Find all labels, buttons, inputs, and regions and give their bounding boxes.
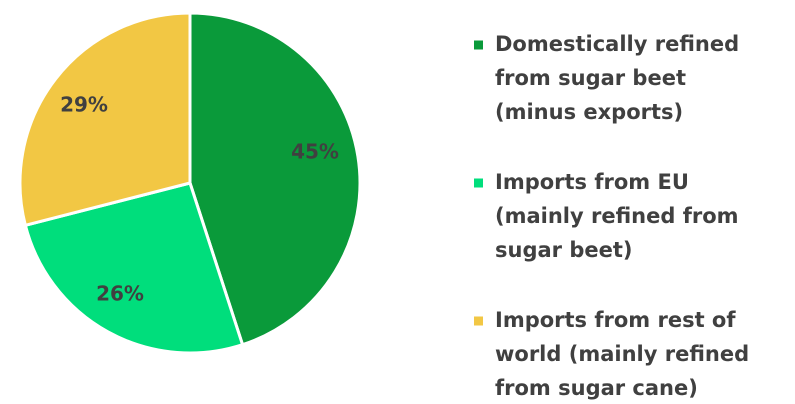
data-label-domestic: 45% [291, 140, 339, 164]
legend-label-line: sugar beet) [495, 238, 632, 262]
legend-item-eu-imports: Imports from EU (mainly refined from sugar… [474, 170, 739, 262]
legend: Domestically refined from sugar beet (minu… [474, 32, 749, 400]
legend-marker-domestic [474, 40, 483, 50]
pie-data-labels: 45% 26% 29% [60, 93, 339, 306]
legend-label-line: (mainly refined from [495, 204, 739, 228]
legend-marker-eu-imports [474, 178, 483, 188]
pie-slice-row-imports [18, 11, 192, 228]
legend-item-row-imports: Imports from rest of world (mainly refine… [474, 308, 749, 400]
legend-marker-row-imports [474, 316, 483, 326]
data-label-row-imports: 29% [60, 93, 108, 117]
legend-label-line: Domestically refined [495, 32, 739, 56]
legend-item-domestic: Domestically refined from sugar beet (minu… [474, 32, 739, 124]
legend-label-line: world (mainly refined [495, 342, 749, 366]
legend-label-line: (minus exports) [495, 100, 683, 124]
legend-label-line: from sugar beet [495, 66, 686, 90]
pie-slice-eu-imports [23, 181, 245, 355]
data-label-eu-imports: 26% [96, 282, 144, 306]
pie-slice-domestic [188, 11, 362, 347]
legend-label-line: Imports from rest of [495, 308, 736, 332]
legend-label-line: from sugar cane) [495, 376, 698, 400]
pie-slices [18, 11, 362, 355]
legend-label-line: Imports from EU [495, 170, 689, 194]
